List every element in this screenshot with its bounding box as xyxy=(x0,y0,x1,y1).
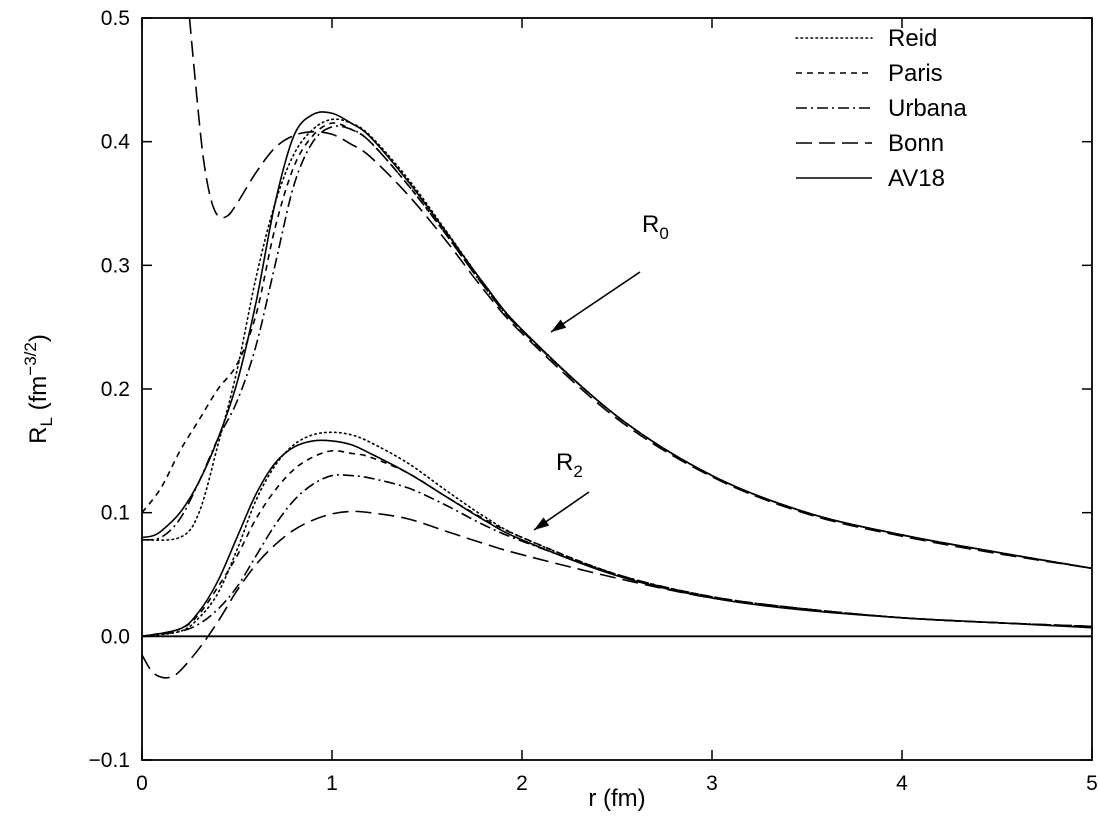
plot-frame xyxy=(141,17,1093,761)
y-tick-label: 0.3 xyxy=(101,254,130,277)
annotations: R0 R2 xyxy=(533,211,669,531)
plot-area: R0 R2 xyxy=(141,17,1093,761)
x-axis-label: r (fm) xyxy=(588,785,645,812)
series-bonn-r2-line xyxy=(142,510,1092,679)
series-urbana-r2-line xyxy=(142,474,1092,638)
legend-label: Paris xyxy=(888,60,943,87)
y-tick-label: −0.1 xyxy=(89,749,130,772)
r2-label: R2 xyxy=(556,449,583,481)
x-tick-label: 5 xyxy=(1086,772,1098,795)
y-axis-label: RL (fm−3/2) xyxy=(21,334,56,444)
legend: Reid Paris Urbana Bonn AV18 xyxy=(795,25,967,192)
curves xyxy=(142,18,1092,679)
series-reid-r0-line xyxy=(142,118,1092,570)
r0-arrowhead xyxy=(551,319,567,332)
series-paris-r0-line xyxy=(142,122,1092,570)
x-tick-label: 4 xyxy=(896,772,908,795)
y-tick-label: 0.4 xyxy=(101,131,131,154)
y-tick-label: 0.5 xyxy=(101,7,130,30)
series-av18-r0-line xyxy=(142,111,1092,570)
x-tick-label: 1 xyxy=(326,772,338,795)
r0-label: R0 xyxy=(642,211,669,243)
y-tick-label: 0.2 xyxy=(101,378,130,401)
series-reid-r2-line xyxy=(142,431,1092,638)
x-tick-label: 3 xyxy=(706,772,718,795)
x-tick-label: 2 xyxy=(516,772,528,795)
legend-label: Bonn xyxy=(888,130,944,157)
legend-label: Reid xyxy=(888,25,937,52)
legend-label: Urbana xyxy=(888,95,967,122)
series-av18-r2-line xyxy=(142,439,1092,638)
series-bonn-r0-line xyxy=(188,18,1092,570)
r2-arrowhead xyxy=(534,517,550,530)
axis-ticks: 0 1 2 3 4 5 −0.1 0.0 0.1 0.2 0.3 0.4 0.5 xyxy=(89,7,1098,795)
r0-arrow xyxy=(550,271,641,333)
y-tick-label: 0.0 xyxy=(101,625,130,648)
legend-label: AV18 xyxy=(888,165,945,192)
x-tick-label: 0 xyxy=(136,772,148,795)
y-tick-label: 0.1 xyxy=(101,502,130,525)
